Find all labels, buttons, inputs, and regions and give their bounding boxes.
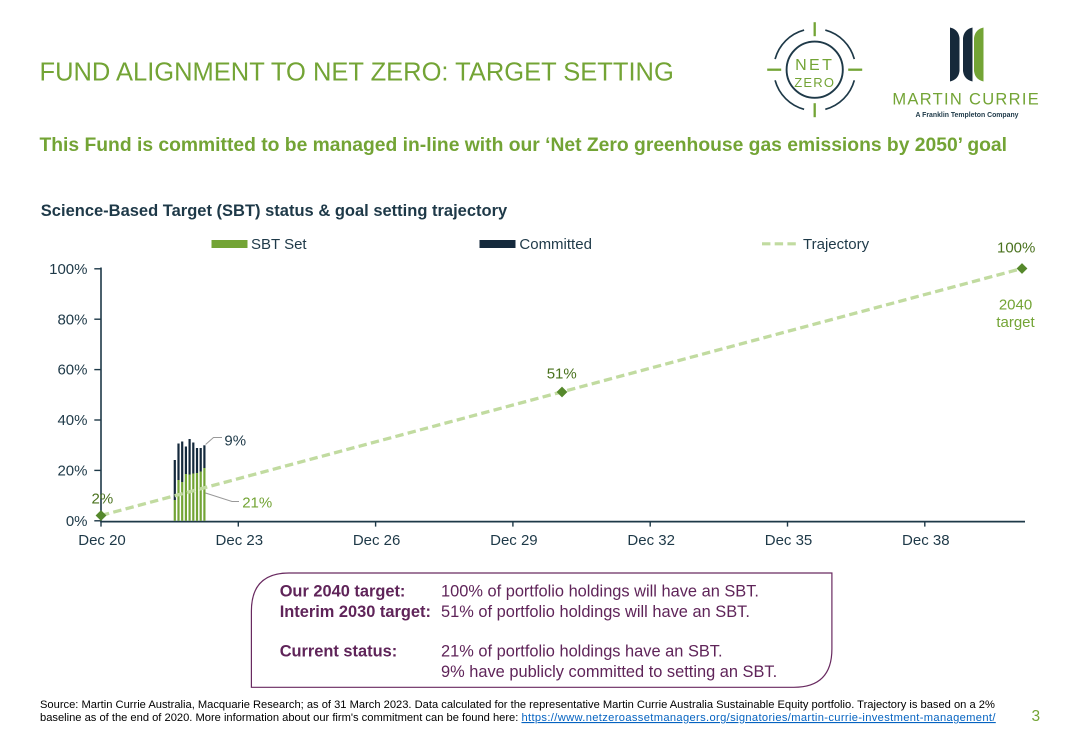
- svg-text:Science-Based Target (SBT) sta: Science-Based Target (SBT) status & goal…: [41, 202, 508, 220]
- svg-text:Interim 2030 target:: Interim 2030 target:: [280, 603, 431, 621]
- svg-text:40%: 40%: [57, 412, 87, 429]
- svg-text:Dec 35: Dec 35: [765, 532, 813, 549]
- svg-text:Dec 29: Dec 29: [490, 532, 538, 549]
- svg-text:100% of portfolio holdings wil: 100% of portfolio holdings will have an …: [441, 582, 759, 600]
- svg-text:20%: 20%: [57, 463, 87, 480]
- svg-text:51% of portfolio holdings will: 51% of portfolio holdings will have an S…: [441, 603, 750, 621]
- svg-text:NET: NET: [795, 57, 834, 74]
- svg-text:ZERO: ZERO: [794, 75, 835, 90]
- svg-text:Dec 38: Dec 38: [902, 532, 950, 549]
- svg-text:3: 3: [1032, 708, 1041, 725]
- svg-text:baseline as of the end of 2020: baseline as of the end of 2020. More inf…: [40, 712, 996, 724]
- svg-text:100%: 100%: [997, 240, 1035, 257]
- svg-text:Current status:: Current status:: [280, 643, 397, 661]
- svg-text:9% have publicly committed to: 9% have publicly committed to setting an…: [441, 663, 777, 681]
- svg-text:Our 2040 target:: Our 2040 target:: [280, 582, 406, 600]
- svg-text:Committed: Committed: [519, 236, 592, 253]
- svg-text:21% of portfolio holdings have: 21% of portfolio holdings have an SBT.: [441, 643, 723, 661]
- svg-text:0%: 0%: [66, 513, 88, 530]
- svg-text:100%: 100%: [49, 261, 87, 278]
- svg-text:A Franklin Templeton Company: A Franklin Templeton Company: [916, 112, 1019, 119]
- svg-text:MARTIN CURRIE: MARTIN CURRIE: [892, 90, 1040, 108]
- svg-text:80%: 80%: [57, 311, 87, 328]
- svg-text:60%: 60%: [57, 362, 87, 379]
- svg-text:SBT Set: SBT Set: [251, 236, 307, 253]
- svg-text:Dec 26: Dec 26: [353, 532, 401, 549]
- svg-text:2040: 2040: [999, 297, 1032, 314]
- svg-text:2%: 2%: [92, 491, 114, 508]
- svg-text:target: target: [996, 314, 1035, 331]
- svg-text:51%: 51%: [547, 366, 577, 383]
- svg-text:Dec 32: Dec 32: [627, 532, 675, 549]
- svg-text:21%: 21%: [242, 494, 272, 511]
- svg-text:9%: 9%: [224, 432, 246, 449]
- svg-text:FUND ALIGNMENT TO NET ZERO: TA: FUND ALIGNMENT TO NET ZERO: TARGET SETTI…: [40, 59, 674, 87]
- svg-text:Dec 20: Dec 20: [78, 532, 126, 549]
- svg-text:Trajectory: Trajectory: [803, 236, 870, 253]
- svg-text:This Fund is committed to be m: This Fund is committed to be managed in-…: [40, 135, 1007, 156]
- svg-text:Source: Martin Currie Australi: Source: Martin Currie Australia, Macquar…: [40, 699, 995, 711]
- svg-text:Dec 23: Dec 23: [216, 532, 264, 549]
